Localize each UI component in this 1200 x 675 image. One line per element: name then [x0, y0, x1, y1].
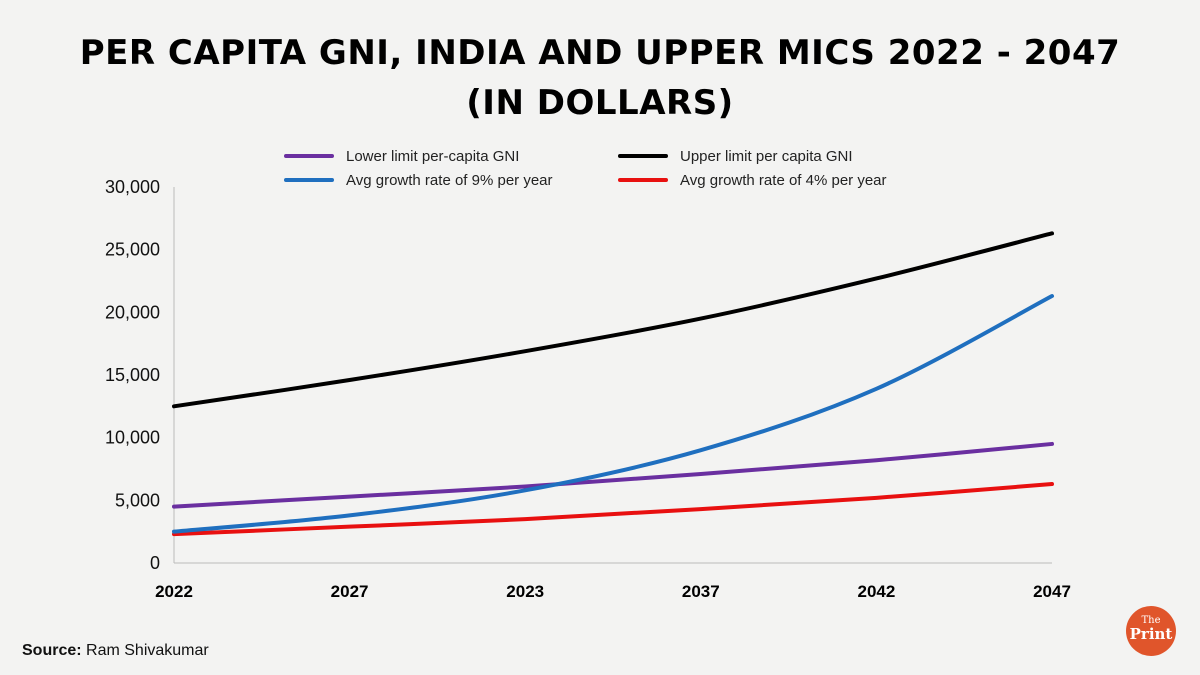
legend: Lower limit per-capita GNI Upper limit pe…	[284, 148, 887, 189]
chart-title-line-1: PER CAPITA GNI, INDIA AND UPPER MICS 202…	[79, 33, 1121, 73]
legend-label: Avg growth rate of 4% per year	[680, 172, 887, 189]
source-value: Ram Shivakumar	[86, 642, 209, 659]
series-line-upper-limit-per-capita-gni	[172, 231, 1054, 409]
series-line-avg-growth-rate-of-4-per-year	[172, 482, 1054, 537]
y-tick-label: 30,000	[105, 177, 160, 197]
x-tick-label: 2027	[331, 582, 369, 601]
source-note: Source: Ram Shivakumar	[22, 642, 209, 660]
source-label: Source:	[22, 642, 82, 659]
series-line-avg-growth-rate-of-9-per-year	[172, 294, 1054, 534]
chart-title-line-2: (IN DOLLARS)	[466, 83, 734, 123]
y-tick-label: 15,000	[105, 365, 160, 385]
logo-print: Print	[1129, 625, 1173, 643]
y-axis: 30,000 25,000 20,000 15,000 10,000 5,000 0	[105, 177, 175, 573]
legend-label: Upper limit per capita GNI	[680, 148, 853, 165]
y-tick-label: 0	[150, 553, 160, 573]
x-tick-label: 2042	[857, 582, 895, 601]
x-axis: 2022 2027 2023 2037 2042 2047	[155, 562, 1071, 601]
x-tick-label: 2047	[1033, 582, 1071, 601]
x-tick-label: 2023	[506, 582, 544, 601]
y-tick-label: 20,000	[105, 302, 160, 322]
series-lines	[172, 231, 1054, 537]
y-tick-label: 25,000	[105, 240, 160, 260]
legend-label: Avg growth rate of 9% per year	[346, 172, 553, 189]
series-line-lower-limit-per-capita-gni	[172, 441, 1054, 509]
y-tick-label: 5,000	[115, 490, 160, 510]
chart-title: PER CAPITA GNI, INDIA AND UPPER MICS 202…	[0, 28, 1200, 128]
theprint-logo: The Print	[1126, 606, 1176, 656]
x-tick-label: 2037	[682, 582, 720, 601]
x-tick-label: 2022	[155, 582, 193, 601]
y-tick-label: 10,000	[105, 428, 160, 448]
logo-the: The	[1141, 615, 1161, 626]
legend-label: Lower limit per-capita GNI	[346, 148, 519, 165]
